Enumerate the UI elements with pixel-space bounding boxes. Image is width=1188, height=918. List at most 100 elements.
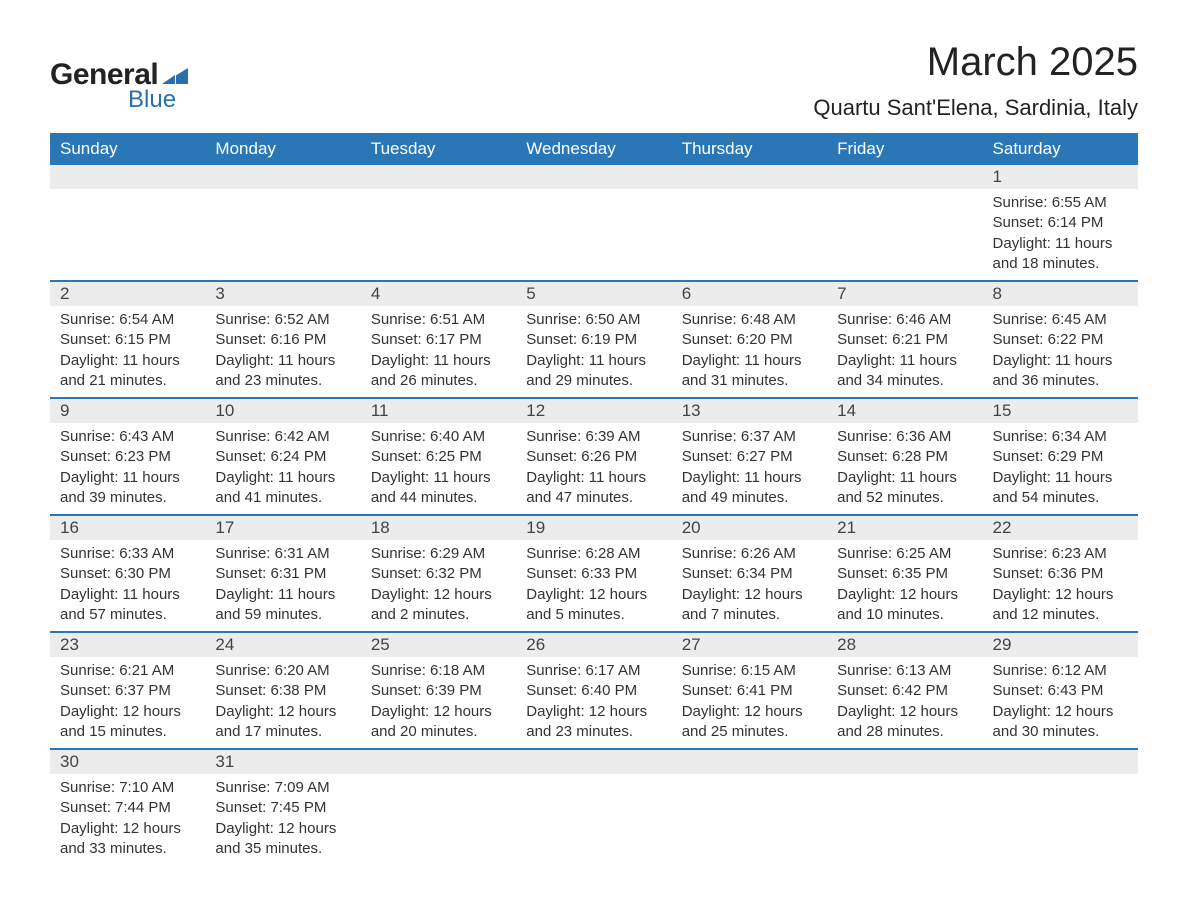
day-number-cell: 28	[827, 632, 982, 657]
weekday-header-row: Sunday Monday Tuesday Wednesday Thursday…	[50, 133, 1138, 165]
day-detail-cell	[672, 774, 827, 865]
day-number-cell: 5	[516, 281, 671, 306]
day-number-cell: 16	[50, 515, 205, 540]
day-number-cell	[827, 749, 982, 774]
day-number-cell	[827, 165, 982, 189]
weekday-header: Monday	[205, 133, 360, 165]
day-detail-cell	[516, 774, 671, 865]
day-detail-row: Sunrise: 6:33 AMSunset: 6:30 PMDaylight:…	[50, 540, 1138, 632]
day-detail-row: Sunrise: 6:21 AMSunset: 6:37 PMDaylight:…	[50, 657, 1138, 749]
day-number-cell: 10	[205, 398, 360, 423]
day-number-cell: 15	[983, 398, 1138, 423]
weekday-header: Wednesday	[516, 133, 671, 165]
day-detail-cell: Sunrise: 6:52 AMSunset: 6:16 PMDaylight:…	[205, 306, 360, 398]
day-number-cell: 19	[516, 515, 671, 540]
day-detail-cell: Sunrise: 6:33 AMSunset: 6:30 PMDaylight:…	[50, 540, 205, 632]
day-number-cell	[516, 165, 671, 189]
logo-text-blue: Blue	[128, 86, 188, 114]
day-detail-cell: Sunrise: 6:13 AMSunset: 6:42 PMDaylight:…	[827, 657, 982, 749]
day-detail-cell: Sunrise: 6:43 AMSunset: 6:23 PMDaylight:…	[50, 423, 205, 515]
day-number-cell: 29	[983, 632, 1138, 657]
day-detail-cell: Sunrise: 6:12 AMSunset: 6:43 PMDaylight:…	[983, 657, 1138, 749]
day-number-cell	[50, 165, 205, 189]
day-detail-cell: Sunrise: 6:54 AMSunset: 6:15 PMDaylight:…	[50, 306, 205, 398]
day-number-cell	[983, 749, 1138, 774]
day-number-cell: 27	[672, 632, 827, 657]
day-detail-cell: Sunrise: 6:28 AMSunset: 6:33 PMDaylight:…	[516, 540, 671, 632]
day-detail-cell: Sunrise: 6:37 AMSunset: 6:27 PMDaylight:…	[672, 423, 827, 515]
weekday-header: Thursday	[672, 133, 827, 165]
day-number-cell	[361, 165, 516, 189]
day-number-cell: 7	[827, 281, 982, 306]
day-detail-cell: Sunrise: 6:29 AMSunset: 6:32 PMDaylight:…	[361, 540, 516, 632]
day-detail-cell: Sunrise: 6:23 AMSunset: 6:36 PMDaylight:…	[983, 540, 1138, 632]
day-detail-cell	[361, 189, 516, 281]
day-number-cell: 6	[672, 281, 827, 306]
day-number-row: 16171819202122	[50, 515, 1138, 540]
day-number-cell: 12	[516, 398, 671, 423]
day-number-cell: 9	[50, 398, 205, 423]
day-detail-cell: Sunrise: 6:26 AMSunset: 6:34 PMDaylight:…	[672, 540, 827, 632]
day-detail-cell: Sunrise: 6:36 AMSunset: 6:28 PMDaylight:…	[827, 423, 982, 515]
day-number-cell: 24	[205, 632, 360, 657]
day-number-cell	[516, 749, 671, 774]
calendar-table: Sunday Monday Tuesday Wednesday Thursday…	[50, 133, 1138, 865]
day-number-cell: 2	[50, 281, 205, 306]
day-detail-cell: Sunrise: 6:55 AMSunset: 6:14 PMDaylight:…	[983, 189, 1138, 281]
logo-triangle-icon	[162, 66, 188, 84]
day-detail-cell	[361, 774, 516, 865]
day-number-cell: 18	[361, 515, 516, 540]
header: General Blue March 2025 Quartu Sant'Elen…	[50, 40, 1138, 121]
day-detail-cell	[516, 189, 671, 281]
day-detail-cell	[983, 774, 1138, 865]
day-number-row: 9101112131415	[50, 398, 1138, 423]
day-number-cell: 26	[516, 632, 671, 657]
title-block: March 2025 Quartu Sant'Elena, Sardinia, …	[813, 40, 1138, 121]
day-detail-cell: Sunrise: 6:46 AMSunset: 6:21 PMDaylight:…	[827, 306, 982, 398]
day-number-cell: 22	[983, 515, 1138, 540]
day-number-cell	[672, 749, 827, 774]
day-detail-cell: Sunrise: 6:21 AMSunset: 6:37 PMDaylight:…	[50, 657, 205, 749]
day-number-cell: 8	[983, 281, 1138, 306]
weekday-header: Saturday	[983, 133, 1138, 165]
day-number-cell: 30	[50, 749, 205, 774]
day-detail-cell: Sunrise: 6:15 AMSunset: 6:41 PMDaylight:…	[672, 657, 827, 749]
day-detail-cell: Sunrise: 6:20 AMSunset: 6:38 PMDaylight:…	[205, 657, 360, 749]
logo: General Blue	[50, 58, 188, 114]
day-number-cell: 3	[205, 281, 360, 306]
day-detail-cell	[827, 189, 982, 281]
day-detail-cell: Sunrise: 6:45 AMSunset: 6:22 PMDaylight:…	[983, 306, 1138, 398]
day-detail-cell: Sunrise: 6:51 AMSunset: 6:17 PMDaylight:…	[361, 306, 516, 398]
day-number-cell: 14	[827, 398, 982, 423]
day-detail-row: Sunrise: 6:54 AMSunset: 6:15 PMDaylight:…	[50, 306, 1138, 398]
day-detail-cell	[827, 774, 982, 865]
day-detail-cell	[672, 189, 827, 281]
day-number-cell: 1	[983, 165, 1138, 189]
day-detail-cell: Sunrise: 6:34 AMSunset: 6:29 PMDaylight:…	[983, 423, 1138, 515]
location-subtitle: Quartu Sant'Elena, Sardinia, Italy	[813, 95, 1138, 121]
day-detail-cell: Sunrise: 6:42 AMSunset: 6:24 PMDaylight:…	[205, 423, 360, 515]
day-detail-cell: Sunrise: 7:10 AMSunset: 7:44 PMDaylight:…	[50, 774, 205, 865]
day-number-row: 3031	[50, 749, 1138, 774]
day-number-cell	[672, 165, 827, 189]
day-number-cell: 20	[672, 515, 827, 540]
day-number-cell: 21	[827, 515, 982, 540]
day-detail-cell: Sunrise: 6:25 AMSunset: 6:35 PMDaylight:…	[827, 540, 982, 632]
day-number-cell	[361, 749, 516, 774]
day-number-cell	[205, 165, 360, 189]
day-detail-cell: Sunrise: 6:50 AMSunset: 6:19 PMDaylight:…	[516, 306, 671, 398]
day-number-row: 2345678	[50, 281, 1138, 306]
day-number-cell: 13	[672, 398, 827, 423]
day-detail-cell: Sunrise: 6:48 AMSunset: 6:20 PMDaylight:…	[672, 306, 827, 398]
day-number-row: 1	[50, 165, 1138, 189]
day-number-row: 23242526272829	[50, 632, 1138, 657]
day-detail-cell	[50, 189, 205, 281]
weekday-header: Tuesday	[361, 133, 516, 165]
day-number-cell: 4	[361, 281, 516, 306]
day-detail-cell: Sunrise: 6:31 AMSunset: 6:31 PMDaylight:…	[205, 540, 360, 632]
day-detail-cell: Sunrise: 6:17 AMSunset: 6:40 PMDaylight:…	[516, 657, 671, 749]
day-detail-cell	[205, 189, 360, 281]
day-detail-row: Sunrise: 6:43 AMSunset: 6:23 PMDaylight:…	[50, 423, 1138, 515]
day-number-cell: 17	[205, 515, 360, 540]
month-title: March 2025	[813, 40, 1138, 85]
